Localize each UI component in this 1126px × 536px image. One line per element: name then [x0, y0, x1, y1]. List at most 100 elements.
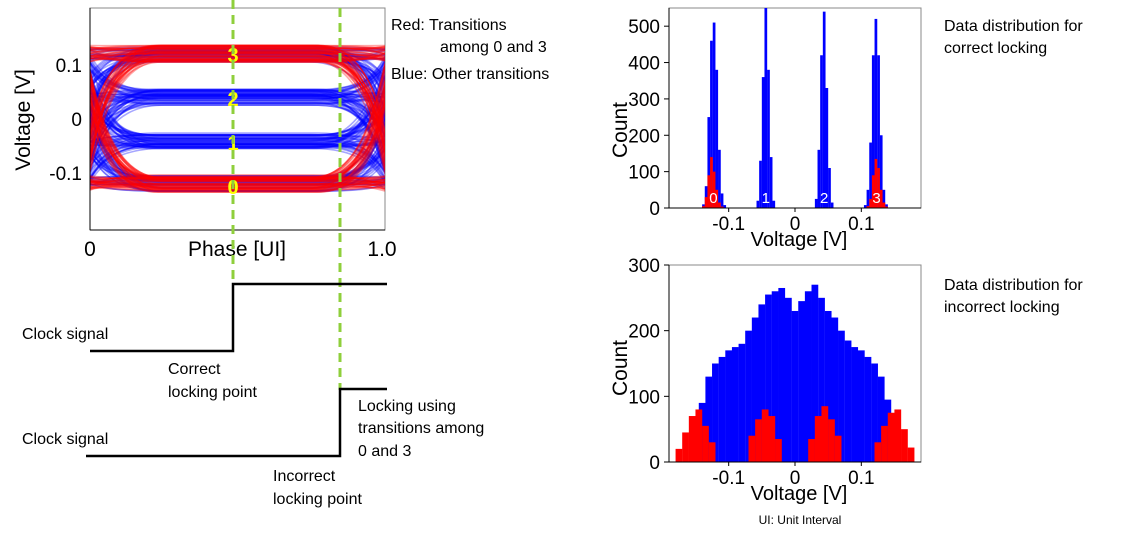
hist1-level-label-1: 1: [762, 190, 770, 207]
caption-incorrect-line1: Data distribution for: [944, 277, 1083, 294]
hist2-bar-red-6: [748, 435, 756, 462]
hist2-bar-red-17: [881, 425, 888, 462]
caption-incorrect-line2: incorrect locking: [944, 299, 1060, 316]
hist1-frame: [668, 7, 922, 209]
hist2-yticks: 0 100 200 300: [628, 256, 669, 474]
hist2-bar-blue-2: [712, 363, 719, 462]
hist2-bar-red-21: [907, 447, 915, 462]
hist2-bar-blue-17: [811, 284, 819, 462]
hist1-bar-red-8: [866, 206, 870, 208]
hist1-bar-blue-27: [874, 18, 878, 208]
hist2-bar-red-15: [834, 435, 842, 462]
hist1-bar-blue-14: [769, 157, 773, 208]
hist1-level-label-3: 3: [872, 190, 880, 207]
hist2-bar-blue-12: [778, 287, 786, 462]
hist1-bar-blue-10: [759, 160, 762, 208]
incorrect-locking-label-1: Incorrect: [273, 468, 336, 485]
hist1-ytick-label-2: 200: [628, 126, 660, 147]
hist2-bar-blue-23: [851, 347, 859, 462]
hist2-ylabel: Count: [609, 340, 632, 396]
hist2-bar-blue-18: [818, 297, 825, 462]
hist1-bar-red-3: [710, 157, 713, 208]
incorrect-locking-label-2: locking point: [273, 491, 363, 508]
hist1-bar-blue-28: [877, 55, 880, 208]
eye-diagram: 0.1 0 -0.1 Voltage [V] 0 1.0 Phase [UI] …: [12, 7, 549, 261]
hist1-ytick-label-0: 0: [649, 199, 660, 220]
hist1-bar-red-1: [704, 197, 708, 208]
hist1-xticks: -0.1 0 0.1: [712, 208, 875, 235]
hist2-bar-blue-9: [758, 304, 766, 462]
hist1-ytick-label-3: 300: [628, 90, 660, 111]
histogram-incorrect-locking: 0 100 200 300 -0.1 0 0.1 Count Voltage [V]: [609, 256, 922, 505]
legend-blue: Blue: Other transitions: [391, 66, 549, 83]
hist1-bar-blue-16: [814, 198, 818, 208]
hist1-bar-red-13: [879, 189, 883, 208]
hist1-level-label-2: 2: [820, 190, 828, 207]
hist2-xticks: -0.1 0 0.1: [712, 462, 875, 489]
caption-correct-line2: correct locking: [944, 40, 1047, 57]
legend-red-line2: among 0 and 3: [440, 39, 547, 56]
hist2-bar-blue-10: [765, 294, 772, 462]
hist2-bar-red-9: [768, 416, 776, 462]
hist2-ytick-label-0: 0: [649, 453, 660, 474]
correct-locking-label-1: Correct: [168, 361, 221, 378]
hist1-xtick-label-0: -0.1: [712, 214, 745, 235]
eye-level-3: 3: [227, 45, 238, 67]
hist1-bar-red-9: [869, 198, 872, 208]
hist2-bar-blue-8: [751, 317, 759, 462]
hist2-bar-blue-19: [824, 310, 832, 462]
clock-signals: Clock signal Correct locking point Clock…: [22, 282, 484, 508]
hist1-bar-blue-8: [723, 205, 727, 208]
hist2-bar-blue-27: [877, 376, 885, 462]
hist2-bar-red-14: [828, 419, 835, 462]
hist2-xtick-label-0: -0.1: [712, 468, 745, 489]
hist1-bar-blue-15: [772, 200, 776, 208]
hist2-bar-red-2: [688, 416, 696, 462]
hist1-level-labels: 0 1 2 3: [709, 190, 880, 207]
hist1-yticks: 0 100 200 300 400 500: [628, 17, 669, 220]
clock-signal-label-2: Clock signal: [22, 431, 108, 448]
hist2-bar-red-13: [821, 406, 829, 462]
hist2-bar-red-1: [682, 432, 689, 462]
correct-locking-label-2: locking point: [168, 384, 258, 401]
hist2-bar-red-5: [708, 442, 716, 462]
hist1-ytick-label-1: 100: [628, 163, 660, 184]
hist2-bar-blue-6: [738, 343, 746, 462]
hist2-ytick-label-3: 300: [628, 256, 660, 277]
hist1-bar-blue-5: [715, 69, 719, 208]
hist2-bar-blue-16: [804, 291, 812, 462]
hist1-bar-blue-23: [863, 205, 867, 208]
hist2-bar-blue-22: [844, 340, 852, 462]
hist2-bar-red-18: [887, 412, 895, 462]
hist1-bar-red-0: [702, 206, 705, 208]
hist1-bar-red-15: [885, 206, 888, 208]
hist2-bar-blue-15: [798, 301, 806, 462]
hist1-bar-blue-4: [712, 22, 716, 208]
hist2-bar-blue-3: [718, 356, 726, 462]
hist2-xlabel: Voltage [V]: [751, 483, 848, 505]
hist1-bar-blue-11: [761, 77, 765, 208]
hist1-bar-blue-13: [767, 69, 770, 208]
hist1-bar-blue-18: [820, 55, 823, 208]
hist2-bar-blue-4: [725, 350, 733, 462]
hist2-bar-blue-26: [871, 363, 878, 462]
hist1-ytick-label-5: 500: [628, 17, 660, 38]
eye-xtick-1: 1.0: [367, 238, 396, 261]
hist2-xtick-label-2: 0.1: [848, 468, 874, 489]
hist2-bar-red-3: [695, 409, 703, 462]
hist1-bar-blue-25: [869, 142, 872, 208]
hist2-bar-blue-20: [831, 317, 839, 462]
hist1-bars: [702, 8, 888, 209]
hist1-xtick-label-1: 0: [790, 214, 801, 235]
hist1-bar-red-7: [720, 206, 724, 208]
hist2-bar-blue-21: [838, 330, 845, 462]
hist2-bar-blue-11: [771, 291, 779, 462]
hist2-bar-red-19: [894, 409, 902, 462]
hist2-bar-blue-24: [857, 350, 865, 462]
hist1-bar-red-4: [712, 171, 716, 208]
hist1-bar-red-11: [874, 158, 878, 208]
hist1-bar-blue-19: [822, 11, 826, 209]
hist1-bar-blue-2: [707, 117, 711, 208]
hist1-level-label-0: 0: [709, 190, 717, 207]
